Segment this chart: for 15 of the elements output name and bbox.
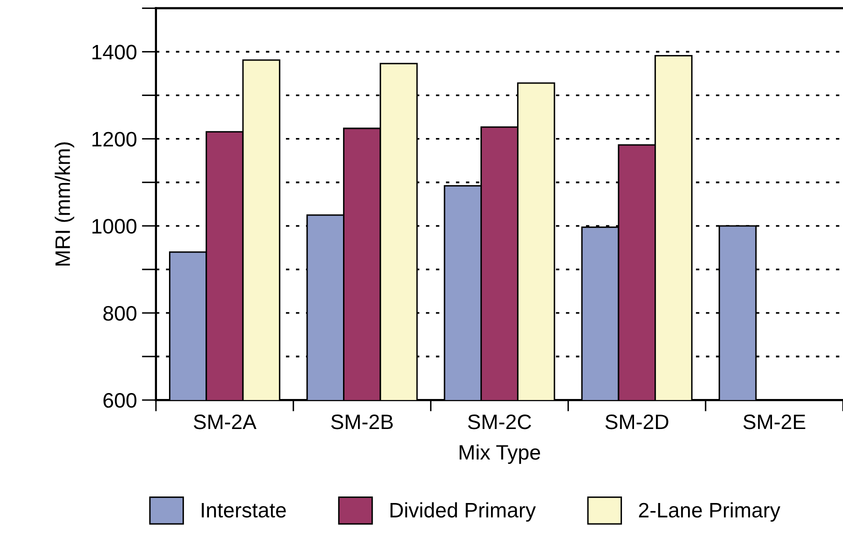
x-tick-label: SM-2D (605, 414, 668, 430)
x-tick-label: SM-2E (743, 414, 806, 430)
x-tick-label: SM-2A (194, 414, 256, 430)
y-tick-label: 800 (103, 306, 136, 321)
x-axis-title: Mix Type (460, 444, 540, 464)
x-tick-label: SM-2B (331, 414, 393, 430)
y-tick-label: 1000 (92, 218, 136, 234)
y-tick-label: 1200 (92, 132, 136, 147)
y-axis-title: MRI (mm/km) (54, 142, 74, 266)
legend-label: Interstate (202, 503, 286, 518)
y-tick-label: 1400 (92, 44, 136, 60)
y-tick-label: 600 (104, 393, 136, 408)
legend-label: Divided Primary (390, 502, 536, 522)
x-tick-label: SM-2C (468, 414, 532, 430)
legend-label: 2-Lane Primary (638, 502, 780, 522)
